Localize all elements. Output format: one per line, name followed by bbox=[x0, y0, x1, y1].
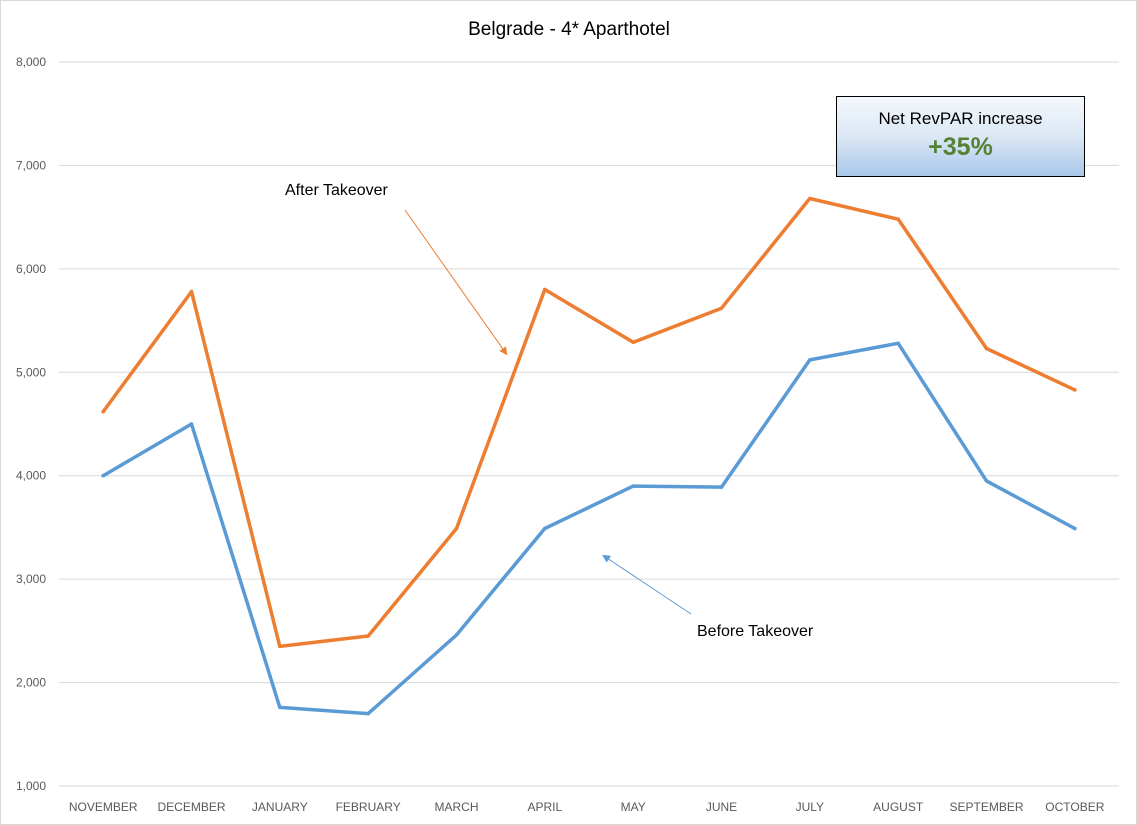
after-takeover-arrow bbox=[404, 209, 508, 356]
before-point-july bbox=[808, 358, 812, 362]
y-tick-label: 8,000 bbox=[16, 55, 46, 69]
x-axis-tick-labels: NOVEMBER DECEMBER JANUARY FEBRUARY MARCH APRI… bbox=[69, 800, 1105, 814]
y-tick-label: 6,000 bbox=[16, 262, 46, 276]
after-point-march bbox=[454, 526, 459, 531]
before-point-december bbox=[189, 422, 194, 426]
before-point-january bbox=[278, 705, 282, 710]
after-point-november bbox=[101, 409, 105, 414]
x-tick-label-march: MARCH bbox=[435, 800, 479, 814]
x-tick-label-december: DECEMBER bbox=[157, 800, 225, 814]
before-takeover-arrow bbox=[602, 554, 692, 615]
chart-title: Belgrade - 4* Aparthotel bbox=[468, 19, 670, 40]
y-tick-label: 3,000 bbox=[16, 572, 46, 586]
callout-label: Net RevPAR increase bbox=[878, 109, 1043, 128]
before-point-october bbox=[1073, 526, 1077, 531]
after-point-june bbox=[719, 306, 724, 310]
y-tick-label: 1,000 bbox=[16, 779, 46, 793]
x-tick-label-april: APRIL bbox=[527, 800, 562, 814]
before-point-may bbox=[631, 484, 635, 488]
after-point-may bbox=[631, 340, 635, 345]
y-tick-label: 5,000 bbox=[16, 365, 46, 379]
callout-value: +35% bbox=[928, 133, 993, 161]
after-point-april bbox=[543, 287, 547, 292]
x-tick-label-june: JUNE bbox=[706, 800, 737, 814]
before-point-march bbox=[454, 633, 459, 637]
after-point-august bbox=[896, 217, 900, 222]
before-point-april bbox=[543, 526, 547, 531]
x-tick-label-september: SEPTEMBER bbox=[949, 800, 1023, 814]
y-tick-label: 2,000 bbox=[16, 676, 46, 690]
after-point-september bbox=[984, 346, 989, 351]
after-takeover-line bbox=[101, 196, 1077, 649]
before-point-september bbox=[984, 479, 989, 483]
after-point-december bbox=[189, 289, 194, 294]
after-point-january bbox=[278, 644, 282, 649]
before-point-november bbox=[101, 473, 105, 478]
before-takeover-annotation: Before Takeover bbox=[697, 623, 814, 640]
before-point-february bbox=[366, 711, 370, 716]
after-point-october bbox=[1073, 388, 1077, 392]
before-takeover-line bbox=[101, 341, 1077, 716]
annotation-layer: After Takeover Before Takeover bbox=[285, 182, 814, 640]
x-tick-label-may: MAY bbox=[621, 800, 646, 814]
before-point-august bbox=[896, 341, 900, 346]
x-tick-label-january: JANUARY bbox=[252, 800, 308, 814]
y-tick-label: 4,000 bbox=[16, 469, 46, 483]
x-tick-label-october: OCTOBER bbox=[1045, 800, 1104, 814]
x-tick-label-february: FEBRUARY bbox=[336, 800, 401, 814]
x-tick-label-november: NOVEMBER bbox=[69, 800, 138, 814]
after-takeover-annotation: After Takeover bbox=[285, 182, 389, 199]
series-layer bbox=[101, 196, 1077, 716]
after-point-july bbox=[808, 196, 812, 201]
y-axis-tick-labels: 1,000 2,000 3,000 4,000 5,000 6,000 7,000 8,000 bbox=[16, 55, 46, 793]
after-point-february bbox=[366, 634, 370, 638]
x-tick-label-july: JULY bbox=[796, 800, 824, 814]
revpar-callout-box: Net RevPAR increase +35% bbox=[836, 96, 1085, 177]
y-tick-label: 7,000 bbox=[16, 158, 46, 172]
before-point-june bbox=[719, 485, 724, 489]
x-tick-label-august: AUGUST bbox=[873, 800, 924, 814]
